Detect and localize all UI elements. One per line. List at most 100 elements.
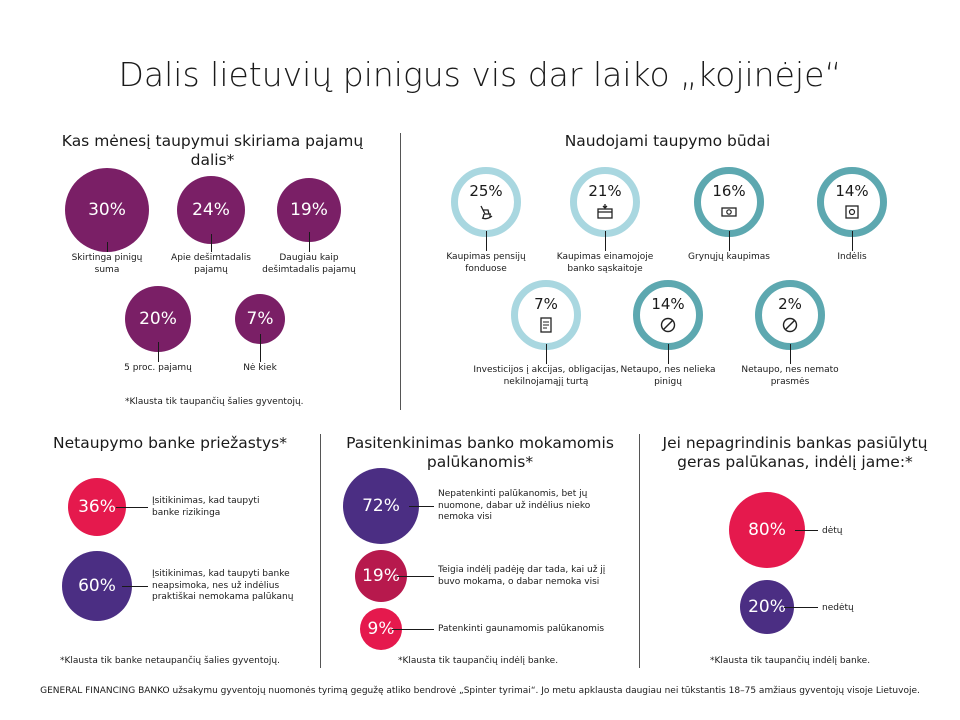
satisfaction-note: *Klausta tik taupančių indėlį banke.	[398, 656, 559, 666]
monthly-label-line: pajamų	[194, 264, 228, 275]
satisfaction-label: Nepatenkinti palūkanomis, bet jų nuomone,…	[438, 489, 628, 524]
no-symbol-icon	[781, 316, 799, 334]
deposit-bubble: 20%	[740, 580, 794, 634]
methods-connector	[486, 231, 487, 251]
reasons-connector	[122, 586, 148, 587]
methods-label-line: Netaupo, nes nelieka	[620, 365, 716, 375]
methods-section-title: Naudojami taupymo būdai	[564, 132, 771, 150]
methods-label-line: prasmės	[770, 376, 810, 387]
monthly-label: Apie dešimtadalis pajamų	[151, 253, 271, 276]
satisfaction-label: Patenkinti gaunamomis palūkanomis	[438, 624, 633, 636]
satisfaction-label: Teigia indėlį padėję dar tada, kai už jį…	[438, 565, 633, 588]
reasons-label: Įsitikinimas, kad taupyti banke neapsimok…	[152, 569, 317, 604]
monthly-section-title: Kas mėnesį taupymui skiriama pajamų dali…	[61, 132, 364, 169]
methods-ring: 14%	[633, 280, 703, 350]
methods-label: Netaupo, nes nelieka pinigų	[613, 365, 723, 388]
reasons-label-line: neapsimoka, nes už indėlius	[152, 580, 280, 591]
satisfaction-label-line: buvo mokama, o dabar nemoka visi	[438, 576, 600, 587]
monthly-label-line: Daugiau kaip	[279, 253, 339, 263]
satisfaction-title-line1: Pasitenkinimas banko mokamomis	[346, 434, 614, 452]
document-icon	[537, 316, 555, 334]
methods-ring: 2%	[755, 280, 825, 350]
methods-connector	[729, 231, 730, 251]
monthly-label-line: Apie dešimtadalis	[171, 253, 251, 263]
deposit-title-line1: Jei nepagrindinis bankas pasiūlytų	[662, 434, 928, 452]
monthly-label-line: suma	[94, 264, 120, 275]
reasons-connector	[116, 507, 148, 508]
methods-ring: 21%	[570, 167, 640, 237]
methods-ring: 16%	[694, 167, 764, 237]
monthly-bubble: 24%	[177, 176, 245, 244]
monthly-bubble: 20%	[125, 286, 191, 352]
monthly-bubble: 7%	[235, 294, 285, 344]
methods-ring-value: 14%	[651, 295, 685, 313]
satisfaction-section-title: Pasitenkinimas banko mokamomis palūkanom…	[330, 434, 630, 472]
methods-label-line: Kaupimas einamojoje	[556, 252, 654, 262]
monthly-connector	[260, 334, 261, 362]
methods-ring-value: 14%	[835, 182, 869, 200]
deposit-note: *Klausta tik taupančių indėlį banke.	[710, 656, 871, 666]
methods-ring-value: 21%	[588, 182, 622, 200]
reasons-bubble: 36%	[68, 478, 126, 536]
methods-ring-value: 2%	[778, 295, 802, 313]
methods-label: Kaupimas pensijų fonduose	[431, 252, 541, 275]
satisfaction-connector	[409, 506, 434, 507]
reasons-section-title: Netaupymo banke priežastys*	[53, 434, 287, 452]
page-title: Dalis lietuvių pinigus vis dar laiko „ko…	[118, 55, 842, 94]
satisfaction-label-line: Nepatenkinti palūkanomis, bet jų	[438, 489, 588, 499]
monthly-connector	[158, 342, 159, 362]
cash-icon	[720, 203, 738, 221]
methods-label-line: Netaupo, nes nemato	[741, 365, 839, 375]
card-icon	[596, 203, 614, 221]
monthly-label: Skirtinga pinigų suma	[47, 253, 167, 276]
reasons-label-line: praktiškai nemokama palūkanų	[152, 592, 294, 602]
satisfaction-label-line: nemoka visi	[438, 512, 492, 522]
reasons-label-line: banke rizikinga	[152, 507, 221, 518]
satisfaction-label-line: Teigia indėlį padėję dar tada, kai už jį	[438, 565, 606, 575]
monthly-label-line: Skirtinga pinigų	[71, 253, 143, 263]
methods-label-line: Kaupimas pensijų	[446, 252, 526, 262]
methods-label-line: Investicijos į akcijas, obligacijas,	[473, 365, 619, 375]
reasons-bubble: 60%	[62, 551, 132, 621]
monthly-label: 5 proc. pajamų	[108, 363, 208, 375]
monthly-bubble: 19%	[277, 178, 341, 242]
monthly-label-line: Nė kiek	[243, 363, 277, 373]
satisfaction-connector	[397, 576, 434, 577]
safe-icon	[843, 203, 861, 221]
methods-ring: 25%	[451, 167, 521, 237]
methods-label-line: banko sąskaitoje	[567, 263, 643, 274]
monthly-label: Daugiau kaip dešimtadalis pajamų	[249, 253, 369, 276]
monthly-label-line: 5 proc. pajamų	[124, 363, 192, 373]
reasons-note: *Klausta tik banke netaupančių šalies gy…	[60, 656, 280, 666]
monthly-bubble: 30%	[65, 168, 149, 252]
methods-ring: 7%	[511, 280, 581, 350]
monthly-connector	[107, 242, 108, 252]
methods-ring-value: 7%	[534, 295, 558, 313]
methods-label: Netaupo, nes nemato prasmės	[735, 365, 845, 388]
deposit-bubble: 80%	[729, 492, 805, 568]
methods-label: Kaupimas einamojoje banko sąskaitoje	[545, 252, 665, 275]
monthly-note: *Klausta tik taupančių šalies gyventojų.	[125, 397, 304, 407]
monthly-connector	[309, 232, 310, 252]
monthly-label-line: dešimtadalis pajamų	[262, 264, 356, 275]
methods-label-line: nekilnojamąjį turtą	[503, 376, 589, 387]
methods-connector	[852, 231, 853, 251]
methods-label: Grynųjų kaupimas	[674, 252, 784, 264]
deposit-label: nedėtų	[822, 603, 902, 615]
deposit-label-line: nedėtų	[822, 603, 854, 613]
deposit-connector	[795, 530, 818, 531]
methods-label-line: Indėlis	[837, 252, 867, 262]
methods-label-line: pinigų	[654, 376, 682, 387]
rocking-chair-icon	[477, 203, 495, 221]
satisfaction-label-line: Patenkinti gaunamomis palūkanomis	[438, 624, 605, 634]
divider-vertical-top	[400, 133, 401, 410]
deposit-connector	[784, 607, 818, 608]
deposit-label-line: dėtų	[822, 526, 843, 536]
deposit-label: dėtų	[822, 526, 902, 538]
methods-label: Investicijos į akcijas, obligacijas, neki…	[466, 365, 626, 388]
methods-connector	[605, 231, 606, 251]
methods-ring: 14%	[817, 167, 887, 237]
methods-ring-value: 25%	[469, 182, 503, 200]
reasons-label: Įsitikinimas, kad taupyti banke rizikinga	[152, 496, 312, 519]
satisfaction-bubble: 9%	[360, 608, 402, 650]
